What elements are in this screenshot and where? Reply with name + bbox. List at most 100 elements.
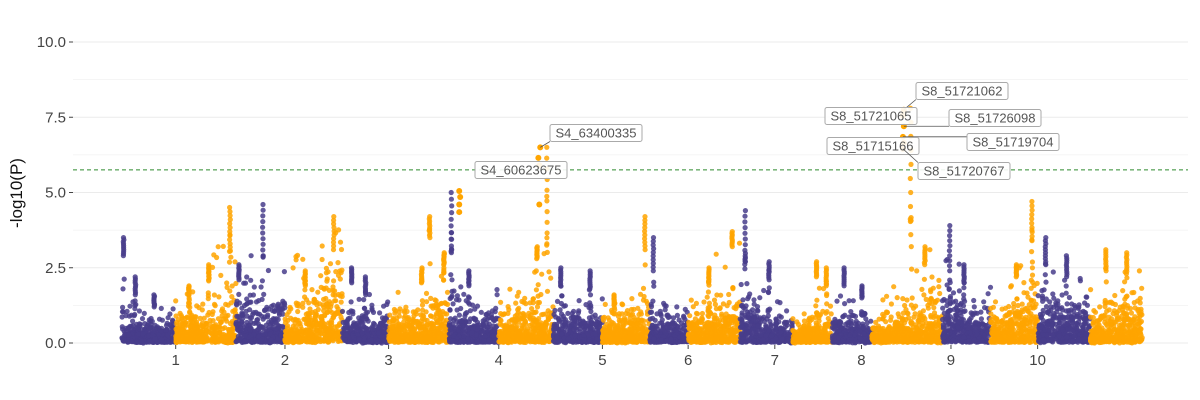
snp-point [583, 302, 589, 308]
snp-point [275, 301, 281, 307]
snp-point [205, 293, 211, 299]
snp-point [396, 326, 402, 332]
snp-point [706, 265, 712, 271]
snp-point [147, 338, 153, 344]
snp-point [660, 322, 667, 328]
snp-point [620, 338, 627, 344]
snp-point [412, 319, 418, 325]
snp-point [701, 299, 707, 305]
snp-point [174, 322, 180, 328]
snp-point [346, 309, 352, 316]
snp-point [126, 332, 132, 338]
snp-point [299, 326, 305, 332]
snp-point [338, 246, 345, 253]
snp-point [377, 310, 383, 316]
snp-point [548, 275, 554, 281]
snp-point [584, 330, 590, 336]
snp-point [539, 323, 546, 330]
snp-point [674, 304, 680, 310]
snp-point [732, 334, 738, 340]
snp-point [535, 282, 541, 288]
snp-point [406, 322, 412, 329]
snp-point [298, 338, 305, 345]
snp-point [211, 338, 218, 344]
snp-point [707, 338, 713, 344]
snp-point [562, 317, 569, 323]
snp-point [183, 337, 189, 343]
snp-point [587, 292, 594, 298]
snp-point [351, 335, 357, 341]
snp-point [233, 338, 239, 344]
snp-point [254, 317, 260, 323]
snp-point [736, 240, 743, 246]
snp-point [248, 277, 254, 283]
snp-point [606, 317, 612, 323]
snp-point [156, 316, 163, 322]
snp-point [283, 332, 289, 339]
snp-point [319, 256, 325, 263]
snp-point [441, 267, 447, 273]
snp-point [704, 294, 710, 300]
snp-point [419, 302, 426, 308]
snp-point [164, 320, 170, 326]
snp-point [295, 308, 301, 315]
snp-point [507, 286, 513, 292]
snp-point [423, 335, 429, 341]
snp-point [324, 278, 330, 284]
snp-point [706, 300, 713, 306]
chromosome-segment-4 [282, 214, 345, 346]
snp-point [629, 296, 635, 302]
snp-point [554, 298, 561, 304]
snp-point [279, 301, 285, 307]
snp-point [331, 214, 337, 220]
snp-point [452, 315, 458, 321]
snp-point [186, 283, 192, 289]
snp-point [523, 301, 529, 307]
snp-point [732, 339, 738, 345]
snp-point [544, 198, 550, 204]
snp-point [635, 326, 642, 332]
snp-point [489, 315, 495, 321]
snp-point [123, 313, 129, 319]
snp-point [236, 262, 242, 268]
snp-point [197, 315, 203, 321]
snp-point [238, 327, 244, 333]
snp-point [441, 326, 448, 332]
snp-point [228, 254, 234, 260]
snp-point [449, 338, 456, 344]
snp-point [132, 311, 138, 318]
snp-point [492, 309, 498, 315]
snp-point [314, 338, 320, 344]
snp-point [419, 265, 425, 271]
snp-point [514, 293, 520, 299]
snp-point [136, 331, 142, 337]
snp-point [478, 309, 484, 315]
snp-point [558, 265, 564, 271]
snp-point [318, 284, 324, 290]
snp-point [215, 244, 221, 250]
snp-point [206, 309, 212, 316]
snp-point [427, 261, 433, 267]
snp-point [393, 308, 399, 314]
snp-point [570, 321, 576, 327]
snp-point [648, 309, 655, 315]
snp-point [348, 265, 355, 271]
snp-point [427, 333, 433, 339]
snp-point [515, 307, 521, 313]
snp-point [642, 214, 648, 220]
snp-point [181, 322, 187, 328]
snp-point [240, 311, 246, 318]
snp-point [361, 297, 367, 303]
snp-point [302, 268, 308, 274]
snp-point [330, 247, 337, 253]
snp-point [201, 315, 207, 321]
snp-point [326, 324, 332, 331]
snp-point [288, 332, 295, 338]
snp-point [331, 232, 337, 238]
snp-point [296, 320, 302, 326]
snp-point [460, 327, 466, 333]
snp-point [484, 312, 490, 318]
snp-point [305, 310, 311, 316]
snp-point [400, 334, 406, 340]
